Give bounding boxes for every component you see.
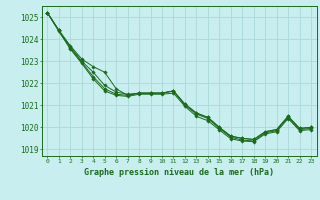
X-axis label: Graphe pression niveau de la mer (hPa): Graphe pression niveau de la mer (hPa) [84, 168, 274, 177]
